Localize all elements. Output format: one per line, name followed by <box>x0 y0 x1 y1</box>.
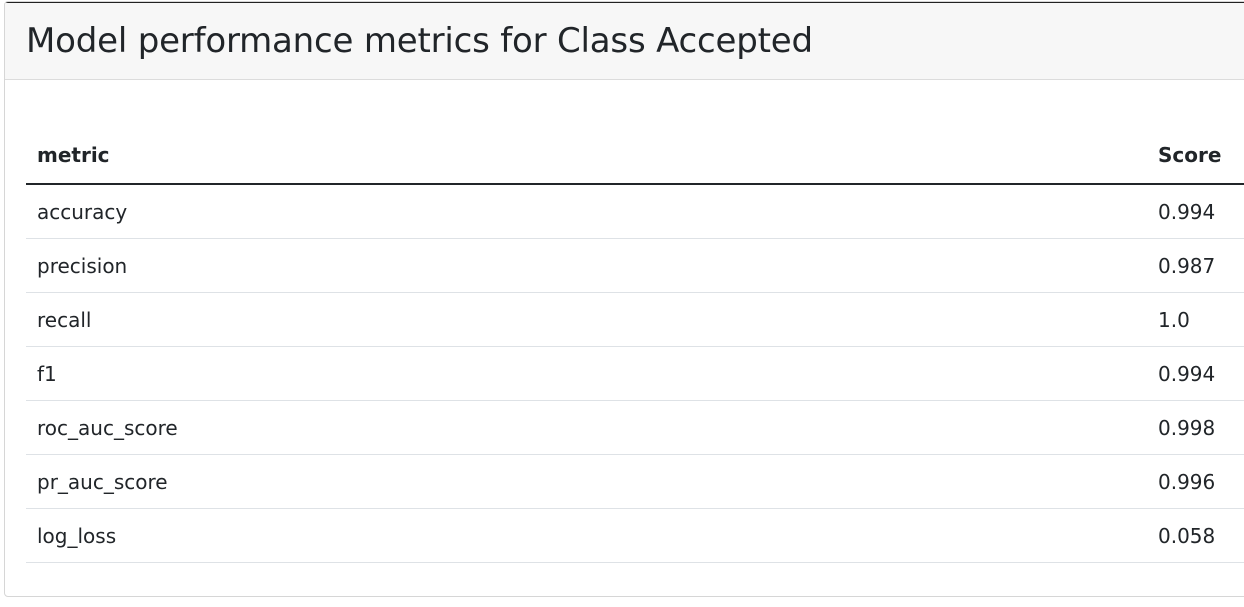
metrics-table-container: metric Score accuracy 0.994 precision 0.… <box>26 129 1244 563</box>
metric-score-cell: 0.994 <box>1147 184 1244 239</box>
table-header-row: metric Score <box>26 129 1244 185</box>
column-header-metric: metric <box>26 129 1147 185</box>
metrics-table: metric Score accuracy 0.994 precision 0.… <box>26 129 1244 563</box>
table-row: recall 1.0 <box>26 292 1244 347</box>
table-row: log_loss 0.058 <box>26 508 1244 563</box>
metric-name-cell: precision <box>26 238 1147 293</box>
table-row: roc_auc_score 0.998 <box>26 400 1244 455</box>
metric-name-cell: recall <box>26 292 1147 347</box>
metric-score-cell: 0.994 <box>1147 346 1244 401</box>
metrics-card: Model performance metrics for Class Acce… <box>4 1 1244 597</box>
metric-score-cell: 0.058 <box>1147 508 1244 563</box>
metric-score-cell: 0.987 <box>1147 238 1244 293</box>
table-row: precision 0.987 <box>26 238 1244 293</box>
metric-score-cell: 0.996 <box>1147 454 1244 509</box>
table-row: accuracy 0.994 <box>26 184 1244 239</box>
metric-score-cell: 0.998 <box>1147 400 1244 455</box>
metric-name-cell: log_loss <box>26 508 1147 563</box>
metric-score-cell: 1.0 <box>1147 292 1244 347</box>
metric-name-cell: accuracy <box>26 184 1147 239</box>
table-row: f1 0.994 <box>26 346 1244 401</box>
table-row: pr_auc_score 0.996 <box>26 454 1244 509</box>
card-header: Model performance metrics for Class Acce… <box>5 2 1244 80</box>
column-header-score: Score <box>1147 129 1244 185</box>
metric-name-cell: pr_auc_score <box>26 454 1147 509</box>
metric-name-cell: roc_auc_score <box>26 400 1147 455</box>
card-title: Model performance metrics for Class Acce… <box>26 21 813 61</box>
metric-name-cell: f1 <box>26 346 1147 401</box>
